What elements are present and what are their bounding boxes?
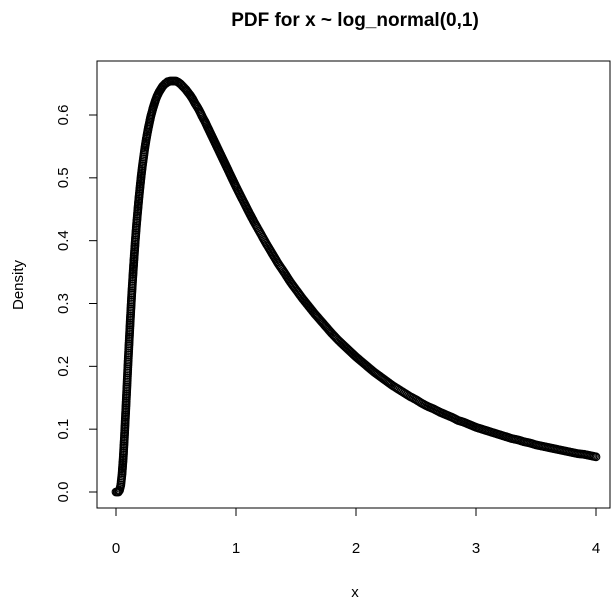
y-tick-label: 0.4	[55, 230, 72, 251]
chart-title: PDF for x ~ log_normal(0,1)	[231, 10, 479, 31]
x-ticks-group: 0 1 2 3 4	[112, 508, 600, 557]
y-tick-label: 0.2	[55, 356, 72, 377]
x-tick-label: 4	[592, 540, 600, 557]
x-tick-label: 1	[232, 540, 240, 557]
y-tick-label: 0.0	[55, 482, 72, 503]
y-tick-label: 0.1	[55, 419, 72, 440]
x-tick-label: 2	[352, 540, 360, 557]
x-tick-label: 0	[112, 540, 120, 557]
y-tick-label: 0.6	[55, 105, 72, 126]
y-tick-label: 0.3	[55, 293, 72, 314]
x-axis-label: x	[351, 584, 359, 601]
y-axis-label: Density	[10, 259, 27, 310]
data-point	[591, 452, 601, 462]
x-tick-label: 3	[472, 540, 480, 557]
y-tick-label: 0.5	[55, 167, 72, 188]
y-ticks-group: 0.0 0.1 0.2 0.3 0.4 0.5 0.6	[55, 105, 97, 503]
points-group	[111, 76, 601, 497]
